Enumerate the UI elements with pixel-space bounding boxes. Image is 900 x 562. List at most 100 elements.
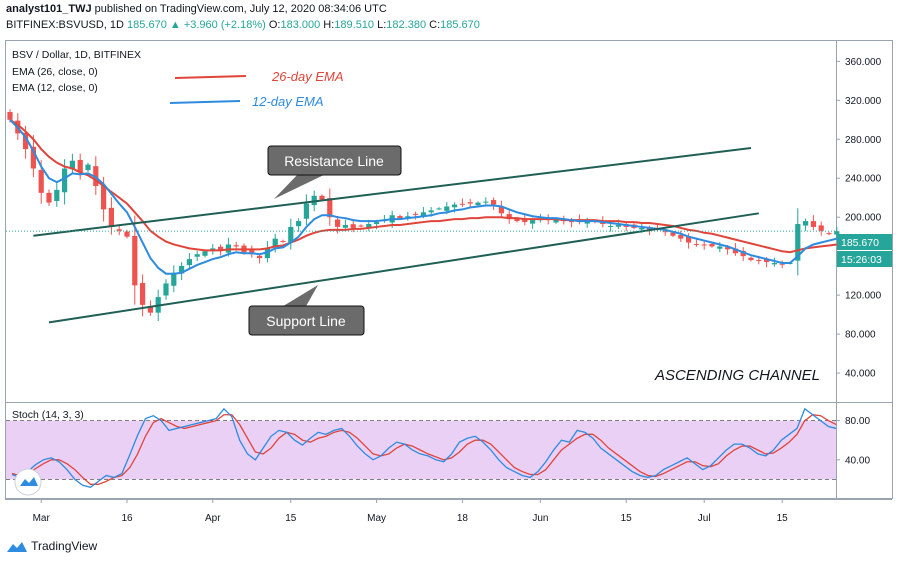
time-tick-label: 15 [777,513,789,524]
candle-body [444,206,450,211]
close-value: 185.670 [440,19,480,31]
price-pane-frame [5,40,893,499]
stoch-legend: Stoch (14, 3, 3) [12,409,84,421]
candle-body [163,283,169,296]
candle-body [701,244,707,246]
candle-body [608,225,614,227]
low-label: L: [377,19,387,31]
candle-body [319,195,325,200]
candle-body [483,201,489,203]
stoch-d-line [11,414,837,485]
candle-body [795,224,801,261]
time-tick-label: 18 [457,513,469,524]
last-price-tag-label: 185.670 [841,237,879,249]
ema26-legend-swatch [174,75,247,79]
candle-body [7,112,13,120]
ema26-note: 26-day EMA [271,69,344,84]
tradingview-footer[interactable]: TradingView [6,539,97,554]
price-axis[interactable]: 360.000320.000280.000240.000200.000160.0… [836,57,882,380]
candle-body [194,254,200,257]
stoch-k-line [11,407,837,488]
candle-body [834,231,840,235]
author-name[interactable]: analyst101_TWJ [6,3,92,15]
open-label: O: [268,19,281,31]
price-tick-label: 280.000 [845,135,882,146]
publish-header: analyst101_TWJ published on TradingView.… [6,3,387,15]
candle-body [101,186,107,210]
candle-body [272,238,278,247]
ema12-line [9,119,838,275]
time-tick-label: Mar [33,513,51,524]
candle-body [374,222,380,225]
candle-body [475,202,481,206]
resistance-trendline[interactable] [33,147,752,237]
candle-body [46,192,52,203]
support-trendline[interactable] [48,212,759,324]
candle-body [303,203,309,219]
publish-info: published on TradingView.com, July 12, 2… [94,3,387,15]
candle-body [686,236,692,243]
last-price-tag [837,234,892,250]
candle-body [498,206,504,214]
candle-body [77,159,83,173]
candle-body [249,249,255,255]
candle-body [280,240,286,242]
candle-body [186,259,192,266]
candle-body [826,233,832,235]
stoch-axis: 80.00 40.00 [836,416,870,466]
price-tick-label: 360.000 [845,57,882,68]
ema26-legend: EMA (26, close, 0) [12,66,98,78]
candle-body [413,213,419,215]
candle-body [420,212,426,216]
candle-body [218,246,224,251]
symbol-label: BITFINEX:BSVUSD, 1D [6,19,124,31]
stoch-tick-label: 80.00 [845,416,870,427]
candle-body [30,146,36,169]
candle-body [771,262,777,265]
candle-body [132,235,138,286]
time-tick-label: Jul [698,513,711,524]
stoch-tick-label: 40.00 [845,455,870,466]
candle-body [678,234,684,239]
price-tick-label: 200.000 [845,213,882,224]
candle-body [397,216,403,219]
close-label: C: [429,19,441,31]
ema12-note: 12-day EMA [252,94,324,109]
open-value: 183.000 [280,19,321,31]
candle-body [124,231,130,237]
candle-body [202,251,208,256]
candle-body [569,220,575,223]
candle-body [296,221,302,227]
time-axis[interactable]: Mar 16 Apr 15 May 18 Jun 15 Jul 15 [33,499,789,524]
candle-body [327,198,333,218]
ema12-legend: EMA (12, close, 0) [12,82,98,94]
candle-body [459,203,465,205]
candle-body [257,255,263,259]
candle-body [740,250,746,257]
time-tick-label: 15 [621,513,633,524]
time-tick-label: 15 [285,513,297,524]
candle-body [108,207,114,227]
candle-body [358,225,364,227]
candle-body [522,218,528,223]
candle-body [38,170,44,193]
tradingview-logo-icon [7,541,27,552]
candle-body [662,231,668,233]
candle-body [491,200,497,205]
candle-body [436,208,442,210]
candle-body [350,224,356,228]
price-tick-label: 320.000 [845,96,882,107]
candle-body [717,246,723,249]
low-value: 182.380 [386,19,427,31]
candle-body [725,247,731,250]
resistance-callout-box [267,145,402,176]
candle-body [530,220,536,224]
candle-body [615,224,621,227]
candle-body [69,160,75,170]
candle-body [23,132,29,150]
candle-body [818,225,824,231]
ohlc-header: BITFINEX:BSVUSD, 1D 185.670 ▲ +3.960 (+2… [6,19,480,31]
candle-body [748,257,754,261]
candle-body [171,272,177,286]
